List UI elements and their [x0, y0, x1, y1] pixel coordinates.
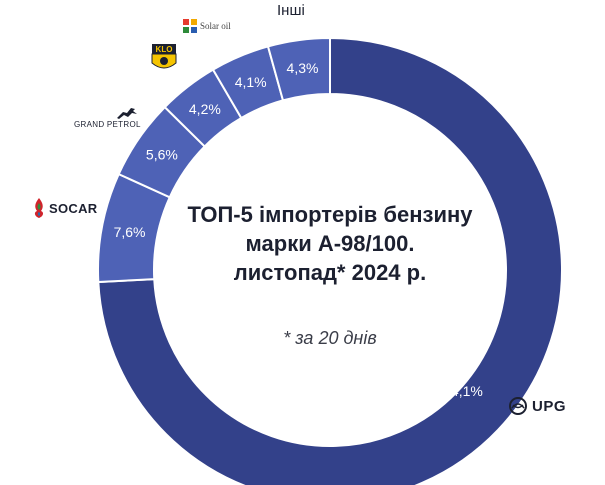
brand-label-upg: UPG — [508, 396, 566, 416]
slice-label: 74,1% — [443, 383, 483, 399]
klo-logo-icon: KLO — [151, 44, 177, 69]
brand-label-klo: KLO — [151, 43, 177, 78]
chart-title-line-1: ТОП-5 імпортерів бензину — [187, 202, 473, 227]
grand-petrol-horse-icon — [117, 108, 138, 119]
solar-oil-logo-icon — [183, 19, 197, 33]
slice-label: 5,6% — [146, 146, 178, 162]
slice-label: 4,1% — [235, 74, 267, 90]
chart-title-line-3: листопад* 2024 р. — [233, 260, 427, 285]
brand-name-upg: UPG — [532, 397, 567, 415]
slice-label: 4,3% — [287, 60, 319, 76]
donut-slice-upg — [97, 36, 563, 485]
brand-name-socar: SOCAR — [49, 200, 98, 216]
donut-slice-інші — [266, 36, 331, 102]
brand-label-grand-petrol: GRAND PETROL — [74, 106, 141, 129]
chart-note: * за 20 днів — [283, 328, 377, 348]
upg-logo-icon — [509, 397, 527, 415]
klo-logo-text: KLO — [156, 45, 173, 54]
slice-label: 7,6% — [114, 224, 146, 240]
chart-title: ТОП-5 імпортерів бензину марки А-98/100.… — [160, 200, 500, 287]
brand-name-grand-petrol: GRAND PETROL — [74, 120, 141, 129]
brand-name-other: Інші — [277, 2, 305, 19]
brand-label-solar-oil: Solar oil — [182, 18, 231, 34]
slice-label: 4,2% — [189, 101, 221, 117]
socar-flame-icon — [34, 198, 44, 218]
chart-title-line-2: марки А-98/100. — [245, 231, 415, 256]
brand-label-socar: SOCAR — [32, 197, 97, 219]
brand-name-solar-oil: Solar oil — [200, 21, 231, 31]
